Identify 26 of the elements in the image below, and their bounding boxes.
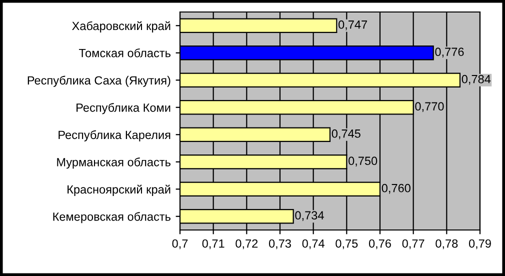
x-tick-label: 0,71	[202, 239, 224, 250]
x-tick-label: 0,74	[302, 239, 324, 250]
data-label: 0,770	[415, 102, 444, 112]
data-label: 0,776	[435, 48, 464, 58]
x-tick-label: 0,72	[236, 239, 258, 250]
x-tick-label: 0,78	[436, 239, 458, 250]
y-tick-label: Республика Саха (Якутия)	[28, 76, 170, 87]
data-label: 0,745	[332, 129, 360, 140]
y-tick-label: Томская область	[78, 48, 170, 58]
x-tick-label: 0,73	[268, 239, 291, 250]
y-tick-label: Красноярский край	[68, 184, 170, 196]
data-label: 0,750	[348, 156, 378, 166]
y-tick-label: Хабаровский край	[72, 21, 170, 32]
data-label: 0,747	[338, 20, 368, 30]
y-tick-label: Республика Коми	[76, 103, 170, 114]
x-tick-label: 0,75	[336, 239, 358, 250]
x-tick-label: 0,79	[468, 239, 491, 250]
data-label: 0,760	[382, 184, 410, 194]
y-tick-label: Мурманская область	[57, 158, 170, 169]
y-tick-label: Кемеровская область	[53, 212, 170, 224]
x-tick-label: 0,77	[402, 239, 424, 250]
x-tick-label: 0,76	[368, 239, 391, 250]
y-tick-label: Республика Карелия	[58, 130, 170, 142]
x-tick-label: 0,7	[172, 239, 188, 250]
data-label: 0,784	[462, 74, 491, 85]
data-label: 0,734	[295, 211, 324, 221]
